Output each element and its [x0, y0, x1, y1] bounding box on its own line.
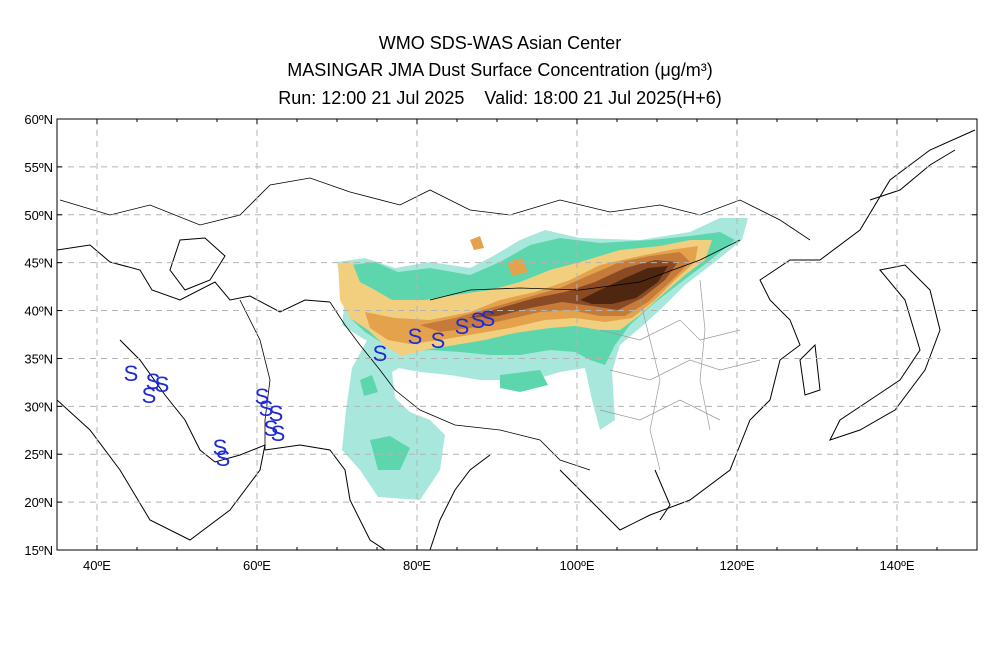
lon-tick-label: 120ºE [719, 558, 754, 573]
lat-tick-label: 35ºN [24, 351, 53, 366]
dust-storm-marker: S [124, 361, 139, 386]
border-mongolia [429, 239, 741, 301]
lat-tick-label: 45ºN [24, 256, 53, 271]
dust-storm-marker: S [155, 372, 170, 397]
dust-storm-marker: S [213, 435, 228, 460]
title-line-1: WMO SDS-WAS Asian Center [378, 33, 622, 53]
dust-level-4-patch-2 [470, 236, 484, 250]
dust-level-7 [580, 266, 668, 304]
title-line-3: Run: 12:00 21 Jul 2025 Valid: 18:00 21 J… [278, 88, 722, 108]
coast-sakhalin [869, 149, 956, 201]
province-borders [599, 279, 761, 471]
dust-storm-marker: S [271, 421, 286, 446]
coast-taiwan [654, 469, 671, 521]
province-line-1 [599, 319, 741, 341]
gridlines [57, 119, 977, 550]
border-himalaya [329, 301, 591, 471]
dust-storm-marker: S [481, 306, 496, 331]
coast-korea [799, 343, 821, 396]
dust-storm-marker: S [431, 328, 446, 353]
dust-storm-marker: S [471, 308, 486, 333]
lon-tick-label: 140ºE [879, 558, 914, 573]
lat-tick-label: 40ºN [24, 304, 53, 319]
lat-tick-label: 55ºN [24, 160, 53, 175]
lon-tick-label: 60ºE [243, 558, 271, 573]
dust-storm-marker: S [264, 416, 279, 441]
lat-tick-label: 50ºN [24, 208, 53, 223]
map-frame [56, 118, 978, 551]
lat-tick-label: 60ºN [24, 112, 53, 127]
dust-green-patch-3 [500, 370, 548, 392]
province-line-4 [639, 299, 661, 471]
lon-tick-label: 40ºE [83, 558, 111, 573]
coast-india-west [264, 444, 386, 550]
dust-storm-marker: S [408, 324, 423, 349]
coast-india-east [429, 454, 491, 550]
caspian-sea [169, 237, 226, 291]
lat-tick-label: 15ºN [24, 543, 53, 558]
dust-green-patch-1 [360, 375, 378, 396]
dust-storm-marker: S [142, 383, 157, 408]
dust-storm-marker: S [255, 384, 270, 409]
dust-storm-marker: S [373, 341, 388, 366]
province-line-3 [599, 399, 721, 421]
coast-japan [829, 264, 941, 441]
coast-caspian-region [57, 244, 331, 313]
dust-storm-marker: S [455, 314, 470, 339]
lon-tick-label: 100ºE [559, 558, 594, 573]
lat-tick-label: 30ºN [24, 399, 53, 414]
coast-east-asia [559, 129, 976, 531]
dust-storm-marker: S [259, 396, 274, 421]
lon-tick-label: 80ºE [403, 558, 431, 573]
dust-green-patch-2 [370, 436, 410, 470]
axis-ticks: 60ºN 55ºN 50ºN 45ºN 40ºN 35ºN 30ºN 25ºN 20ºN 15ºN… [24, 112, 978, 573]
dust-storm-marker: S [146, 369, 161, 394]
dust-field [337, 218, 748, 500]
province-line-5 [699, 279, 711, 431]
dust-level-6 [468, 260, 678, 318]
dust-storm-marker: S [216, 446, 231, 471]
border-iran [239, 299, 271, 450]
dust-storm-marker: S [269, 401, 284, 426]
dust-plume-south-asia [340, 285, 445, 500]
province-line-2 [609, 359, 761, 381]
lat-tick-label: 25ºN [24, 447, 53, 462]
title-line-2: MASINGAR JMA Dust Surface Concentration … [287, 60, 713, 80]
lat-tick-label: 20ºN [24, 495, 53, 510]
